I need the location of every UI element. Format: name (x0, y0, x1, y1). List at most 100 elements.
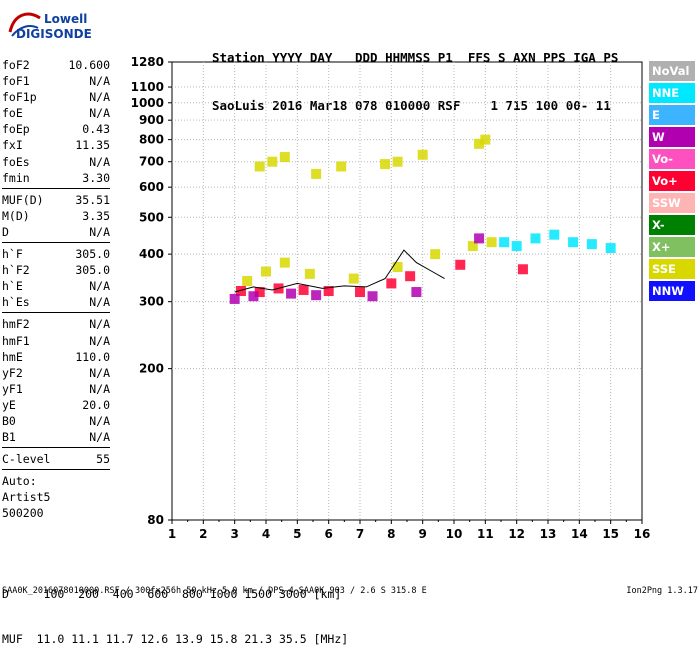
param-value: N/A (89, 106, 110, 121)
data-point-sse (242, 275, 253, 286)
legend-item-x-: X+ (649, 237, 695, 257)
param-row: fxI 11.35 (2, 137, 110, 153)
y-tick-label: 700 (139, 155, 164, 169)
param-row: foF1p N/A (2, 89, 110, 105)
data-point-w (229, 293, 240, 304)
param-value: 10.600 (68, 58, 110, 72)
y-tick-label: 800 (139, 133, 164, 147)
param-name: foEs (2, 154, 30, 169)
legend-item-x-: X- (649, 215, 695, 235)
x-tick-label: 1 (168, 527, 176, 541)
x-tick-label: 11 (477, 527, 494, 541)
muf-table: D 100 200 400 600 800 1000 1500 3000 [km… (2, 557, 348, 662)
trace-line (234, 249, 445, 293)
muf-distance-row: D 100 200 400 600 800 1000 1500 3000 [km… (2, 587, 342, 601)
param-value: 305.0 (75, 247, 110, 262)
data-point-vo- (355, 287, 365, 298)
data-point-nne (549, 229, 560, 240)
data-point-sse (336, 161, 347, 172)
param-separator (2, 447, 110, 449)
param-value: 110.0 (75, 349, 110, 364)
param-separator (2, 312, 110, 314)
x-tick-label: 15 (602, 527, 619, 541)
param-row: M(D) 3.35 (2, 208, 110, 224)
param-name: h`Es (2, 295, 30, 310)
data-point-sse (417, 149, 428, 160)
lowell-digisonde-logo: Lowell DIGISONDE (8, 12, 92, 41)
data-point-w (248, 291, 259, 302)
logo-digisonde-text: DIGISONDE (16, 27, 92, 41)
param-name: foF1p (2, 90, 37, 105)
param-row: hmF1 N/A (2, 333, 110, 349)
data-point-sse (480, 134, 491, 145)
x-tick-label: 4 (262, 527, 270, 541)
y-tick-label: 80 (147, 513, 164, 527)
autoscaling-line3: 500200 (2, 506, 44, 521)
param-name: h`F (2, 247, 23, 262)
legend-item-nnw: NNW (649, 281, 695, 301)
data-point-sse (380, 159, 391, 170)
param-row: foF1 N/A (2, 73, 110, 89)
legend-item-e: E (649, 105, 695, 125)
data-point-sse (474, 138, 485, 149)
param-row: hmF2 N/A (2, 316, 110, 332)
param-separator (2, 187, 110, 189)
param-name: hmF1 (2, 333, 30, 348)
param-row: yE 20.0 (2, 397, 110, 413)
data-point-sse (261, 266, 271, 277)
param-row: B1 N/A (2, 429, 110, 445)
param-value: N/A (89, 365, 110, 380)
y-tick-label: 1280 (131, 55, 164, 69)
param-name: foF2 (2, 58, 30, 72)
param-row: foF2 10.600 (2, 57, 110, 73)
param-value: N/A (89, 154, 110, 169)
data-point-sse (430, 249, 441, 260)
muf-value-row: MUF 11.0 11.1 11.7 12.6 13.9 15.8 21.3 3… (2, 632, 349, 646)
param-row: h`F2 305.0 (2, 262, 110, 278)
param-value: N/A (89, 333, 110, 348)
x-tick-label: 3 (230, 527, 238, 541)
data-point-vo- (405, 271, 416, 282)
autoscaling-line2: Artist5 (2, 490, 51, 505)
autoscaling-line1: Auto: (2, 474, 37, 489)
logo-lowell-text: Lowell (44, 12, 87, 26)
x-tick-label: 13 (540, 527, 557, 541)
param-value: N/A (89, 413, 110, 428)
param-row: C-level 55 (2, 451, 110, 467)
y-tick-label: 200 (139, 362, 164, 376)
x-tick-label: 10 (446, 527, 463, 541)
y-tick-label: 400 (139, 247, 164, 261)
data-point-sse (486, 237, 497, 248)
legend-item-ssw: SSW (649, 193, 695, 213)
param-row: foEs N/A (2, 154, 110, 170)
data-point-vo- (386, 278, 397, 289)
param-separator (2, 469, 110, 471)
y-tick-label: 600 (139, 180, 164, 194)
param-row: MUF(D) 35.51 (2, 192, 110, 208)
y-tick-label: 300 (139, 295, 164, 309)
param-value: 3.35 (82, 208, 110, 223)
param-value: N/A (89, 317, 110, 332)
param-name: foEp (2, 122, 30, 137)
param-row: foE N/A (2, 105, 110, 121)
param-name: yE (2, 397, 16, 412)
x-tick-label: 8 (387, 527, 395, 541)
legend-item-noval: NoVal (649, 61, 695, 81)
param-value: 0.43 (82, 122, 110, 137)
file-footer: SAA0K_2016078010000.RSF / 300fx256h 50 k… (2, 585, 698, 597)
param-row: hmE 110.0 (2, 349, 110, 365)
data-point-sse (267, 156, 278, 167)
param-name: MUF(D) (2, 192, 44, 207)
data-point-sse (467, 241, 478, 252)
legend-item-vo-: Vo- (649, 149, 695, 169)
param-row: yF2 N/A (2, 365, 110, 381)
y-tick-label: 1100 (131, 80, 164, 94)
param-name: M(D) (2, 208, 30, 223)
data-point-sse (392, 156, 403, 167)
data-point-sse (392, 262, 403, 273)
data-point-sse (311, 168, 322, 179)
header-labels: Station YYYY DAY DDD HHMMSS P1 FFS S AXN… (212, 50, 619, 65)
param-name: B0 (2, 413, 16, 428)
data-point-w (367, 291, 378, 302)
param-name: fxI (2, 138, 23, 153)
